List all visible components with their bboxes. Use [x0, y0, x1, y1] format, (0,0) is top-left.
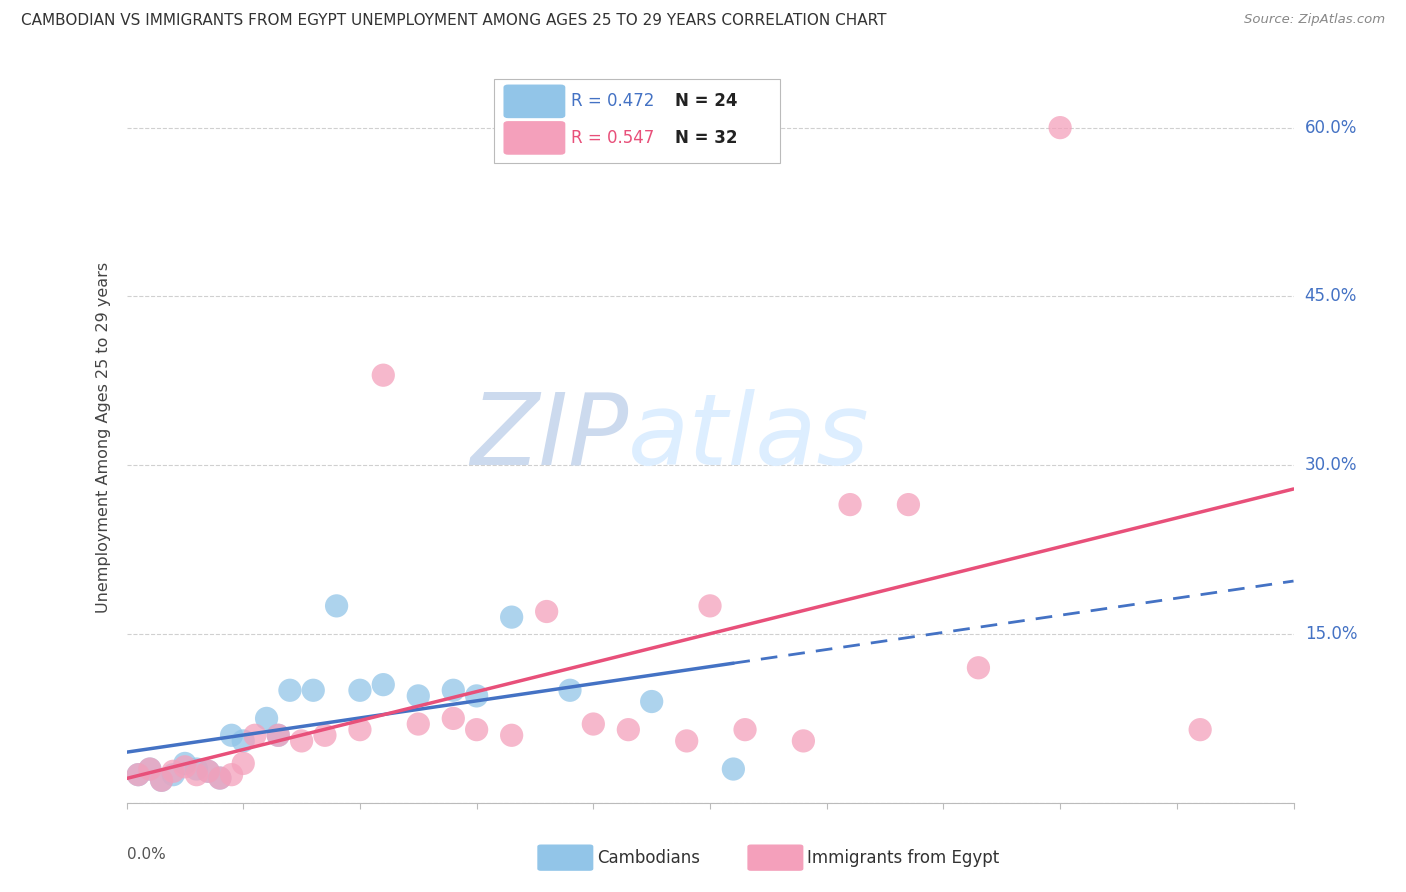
Point: [186, 762, 208, 776]
Point: [675, 734, 697, 748]
Point: [373, 368, 395, 383]
Point: [373, 678, 395, 692]
Point: [221, 767, 243, 781]
Point: [186, 767, 208, 781]
Point: [349, 683, 371, 698]
Point: [162, 767, 184, 781]
Point: [640, 694, 664, 708]
Point: [465, 689, 488, 703]
Point: [127, 767, 149, 781]
FancyBboxPatch shape: [494, 78, 780, 162]
Point: [582, 717, 605, 731]
Point: [232, 734, 254, 748]
Point: [139, 762, 162, 776]
Point: [501, 728, 523, 742]
Point: [734, 723, 756, 737]
Point: [208, 771, 231, 785]
Point: [150, 773, 173, 788]
Point: [267, 728, 290, 742]
Point: [897, 498, 920, 512]
Point: [617, 723, 640, 737]
Point: [150, 773, 173, 788]
Point: [839, 498, 862, 512]
Point: [314, 728, 336, 742]
Text: R = 0.472: R = 0.472: [571, 93, 655, 111]
Point: [290, 734, 312, 748]
Point: [465, 723, 488, 737]
Point: [243, 728, 266, 742]
Text: R = 0.547: R = 0.547: [571, 129, 654, 147]
Text: CAMBODIAN VS IMMIGRANTS FROM EGYPT UNEMPLOYMENT AMONG AGES 25 TO 29 YEARS CORREL: CAMBODIAN VS IMMIGRANTS FROM EGYPT UNEMP…: [21, 13, 887, 29]
FancyBboxPatch shape: [503, 121, 565, 154]
Text: ZIP: ZIP: [470, 389, 628, 485]
Point: [1189, 723, 1212, 737]
Point: [408, 689, 430, 703]
Point: [325, 599, 347, 613]
Point: [127, 767, 149, 781]
Point: [174, 756, 197, 771]
FancyBboxPatch shape: [537, 845, 593, 871]
Text: 15.0%: 15.0%: [1305, 625, 1357, 643]
Point: [197, 764, 219, 779]
Point: [162, 764, 184, 779]
Text: Cambodians: Cambodians: [596, 848, 700, 867]
Point: [441, 711, 464, 725]
Point: [197, 764, 219, 779]
Text: 30.0%: 30.0%: [1305, 456, 1357, 475]
Point: [267, 728, 290, 742]
Text: Source: ZipAtlas.com: Source: ZipAtlas.com: [1244, 13, 1385, 27]
Y-axis label: Unemployment Among Ages 25 to 29 years: Unemployment Among Ages 25 to 29 years: [96, 261, 111, 613]
Text: 0.0%: 0.0%: [127, 847, 166, 862]
Point: [501, 610, 523, 624]
Point: [792, 734, 814, 748]
Point: [408, 717, 430, 731]
Point: [723, 762, 745, 776]
Point: [441, 683, 464, 698]
Text: 60.0%: 60.0%: [1305, 119, 1357, 136]
Text: N = 24: N = 24: [675, 93, 738, 111]
Point: [174, 760, 197, 774]
Point: [699, 599, 721, 613]
Point: [536, 605, 558, 619]
Point: [256, 711, 278, 725]
Point: [558, 683, 581, 698]
Point: [349, 723, 371, 737]
Point: [278, 683, 301, 698]
Text: Immigrants from Egypt: Immigrants from Egypt: [807, 848, 1000, 867]
Point: [302, 683, 325, 698]
Point: [208, 771, 231, 785]
Text: N = 32: N = 32: [675, 129, 738, 147]
FancyBboxPatch shape: [503, 85, 565, 118]
FancyBboxPatch shape: [748, 845, 803, 871]
Text: 45.0%: 45.0%: [1305, 287, 1357, 305]
Point: [1049, 120, 1071, 135]
Point: [967, 661, 990, 675]
Text: atlas: atlas: [628, 389, 870, 485]
Point: [139, 762, 162, 776]
Point: [221, 728, 243, 742]
Point: [232, 756, 254, 771]
